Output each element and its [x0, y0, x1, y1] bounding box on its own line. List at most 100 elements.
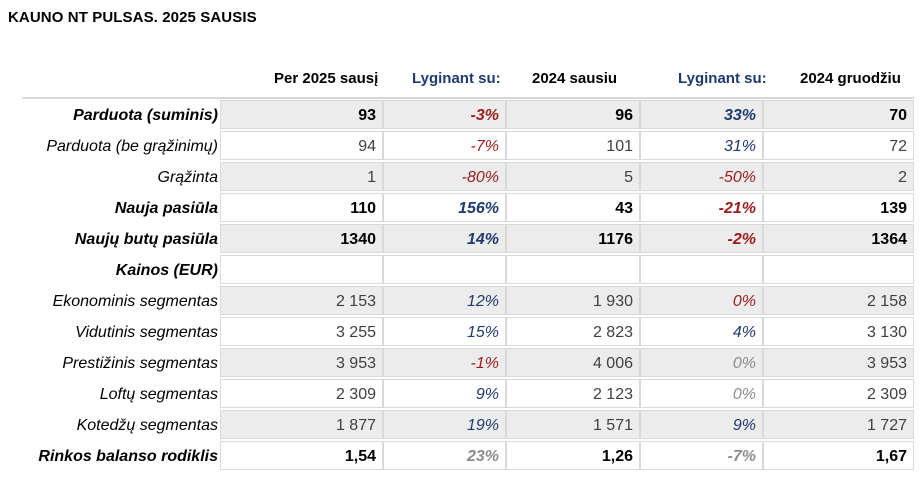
value-cell: 101 — [506, 131, 640, 160]
change-cell: -7% — [640, 441, 763, 470]
value: 2 158 — [866, 293, 907, 310]
change-value: 0% — [732, 293, 756, 310]
value: 5 — [624, 169, 633, 186]
table-row: Vidutinis segmentas 3 255 15% 2 823 4% 3 130 — [0, 317, 922, 348]
value: 1 727 — [866, 417, 907, 434]
row-label: Prestižinis segmentas — [62, 355, 218, 372]
value-cell: 94 — [220, 131, 383, 160]
value-cell: 3 130 — [763, 317, 914, 346]
change-cell: 0% — [640, 348, 763, 377]
value: 70 — [889, 107, 907, 124]
value-cell: 2 123 — [506, 379, 640, 408]
value: 2 309 — [335, 386, 376, 403]
change-cell: 9% — [383, 379, 506, 408]
change-value: 4% — [732, 324, 756, 341]
change-cell: 23% — [383, 441, 506, 470]
table-row: Naujų butų pasiūla 1340 14% 1176 -2% 1364 — [0, 224, 922, 255]
value-cell: 2 — [763, 162, 914, 191]
change-value: 156% — [458, 200, 499, 217]
row-label: Ekonominis segmentas — [52, 293, 218, 310]
value-cell: 1 571 — [506, 410, 640, 439]
table-row: Parduota (suminis) 93 -3% 96 33% 70 — [0, 100, 922, 131]
change-cell: 15% — [383, 317, 506, 346]
value: 2 309 — [866, 386, 907, 403]
change-cell: 19% — [383, 410, 506, 439]
change-cell: 0% — [640, 379, 763, 408]
change-value: 9% — [732, 417, 756, 434]
page-title: KAUNO NT PULSAS. 2025 SAUSIS — [8, 9, 257, 26]
change-value: -50% — [718, 169, 756, 186]
table-row: Ekonominis segmentas 2 153 12% 1 930 0% 2 158 — [0, 286, 922, 317]
value-cell: 3 953 — [763, 348, 914, 377]
change-cell: 0% — [640, 286, 763, 315]
row-label: Naujų butų pasiūla — [74, 231, 218, 248]
value: 2 153 — [335, 293, 376, 310]
value: 2 — [898, 169, 907, 186]
value-cell: 1 — [220, 162, 383, 191]
change-value: 0% — [732, 386, 756, 403]
value-cell: 1,54 — [220, 441, 383, 470]
value: 1 571 — [592, 417, 633, 434]
table-row: Nauja pasiūla 110 156% 43 -21% 139 — [0, 193, 922, 224]
table-row: Parduota (be grąžinimų) 94 -7% 101 31% 72 — [0, 131, 922, 162]
value: 3 130 — [866, 324, 907, 341]
change-cell: -80% — [383, 162, 506, 191]
change-cell: 31% — [640, 131, 763, 160]
value-cell — [763, 255, 914, 284]
change-cell: 12% — [383, 286, 506, 315]
change-value: 15% — [466, 324, 499, 341]
row-label: Kainos (EUR) — [115, 262, 218, 279]
change-cell: -2% — [640, 224, 763, 253]
value-cell: 4 006 — [506, 348, 640, 377]
value: 93 — [358, 107, 376, 124]
value-cell: 1 877 — [220, 410, 383, 439]
change-cell — [383, 255, 506, 284]
value: 3 255 — [335, 324, 376, 341]
header-divider — [22, 97, 914, 99]
row-label: Parduota (be grąžinimų) — [46, 138, 218, 155]
change-value: 23% — [466, 448, 499, 465]
value-cell: 1176 — [506, 224, 640, 253]
change-value: 12% — [466, 293, 499, 310]
change-value: 9% — [475, 386, 499, 403]
table-row: Rinkos balanso rodiklis 1,54 23% 1,26 -7% 1,6… — [0, 441, 922, 472]
change-value: 19% — [466, 417, 499, 434]
change-cell — [640, 255, 763, 284]
change-cell: -21% — [640, 193, 763, 222]
value-cell: 2 153 — [220, 286, 383, 315]
value: 1 877 — [335, 417, 376, 434]
value: 3 953 — [335, 355, 376, 372]
change-cell: -50% — [640, 162, 763, 191]
value-cell — [220, 255, 383, 284]
value-cell — [506, 255, 640, 284]
change-cell: -1% — [383, 348, 506, 377]
value-cell: 2 158 — [763, 286, 914, 315]
row-label: Parduota (suminis) — [73, 107, 218, 124]
table-row: Kainos (EUR) — [0, 255, 922, 286]
change-cell: -7% — [383, 131, 506, 160]
value-cell: 43 — [506, 193, 640, 222]
change-value: 0% — [732, 355, 756, 372]
value: 72 — [889, 138, 907, 155]
value-cell: 72 — [763, 131, 914, 160]
change-value: -7% — [470, 138, 499, 155]
value-cell: 93 — [220, 100, 383, 129]
value: 96 — [615, 107, 633, 124]
value-cell: 5 — [506, 162, 640, 191]
value-cell: 139 — [763, 193, 914, 222]
value-cell: 1340 — [220, 224, 383, 253]
row-label: Kotedžų segmentas — [76, 417, 218, 434]
column-header-2024-december: 2024 gruodžiu — [800, 70, 901, 87]
value-cell: 3 953 — [220, 348, 383, 377]
value: 1 930 — [592, 293, 633, 310]
row-label: Rinkos balanso rodiklis — [38, 448, 218, 465]
value: 1364 — [871, 231, 907, 248]
change-value: 33% — [723, 107, 756, 124]
change-value: 14% — [466, 231, 499, 248]
value-cell: 2 309 — [763, 379, 914, 408]
column-header-2024-january: 2024 sausiu — [532, 70, 618, 87]
row-label: Nauja pasiūla — [114, 200, 218, 217]
value-cell: 2 309 — [220, 379, 383, 408]
value: 1176 — [598, 231, 633, 248]
row-label: Loftų segmentas — [99, 386, 218, 403]
